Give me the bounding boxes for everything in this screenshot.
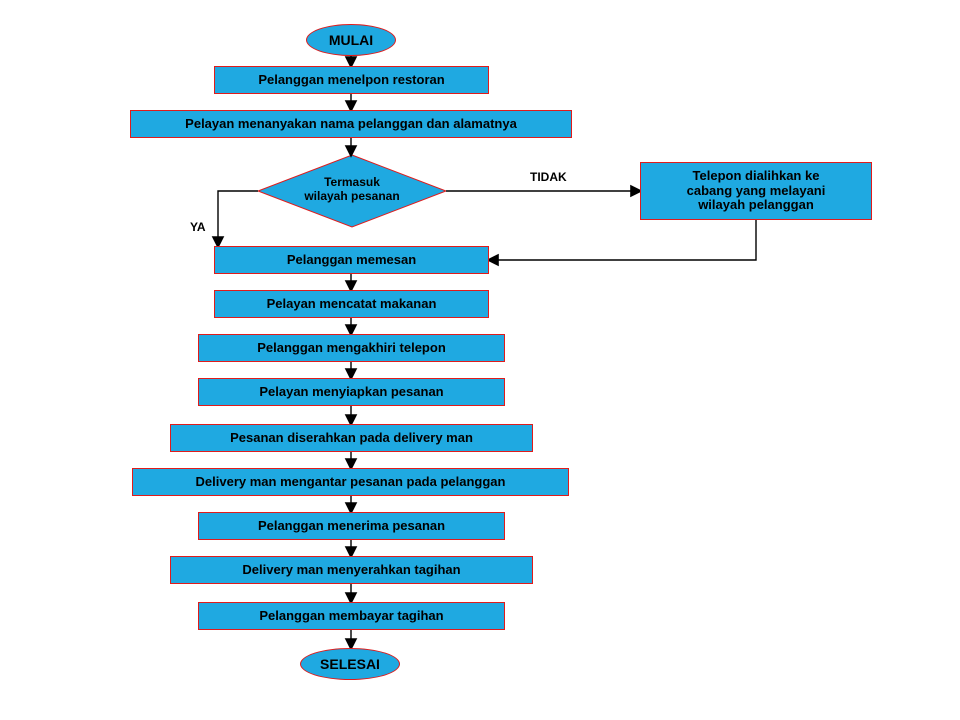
process-p11: Pelanggan membayar tagihan bbox=[198, 602, 505, 630]
process-p2: Pelayan menanyakan nama pelanggan dan al… bbox=[130, 110, 572, 138]
process-p9: Pelanggan menerima pesanan bbox=[198, 512, 505, 540]
process-p6: Pelayan menyiapkan pesanan bbox=[198, 378, 505, 406]
process-p5: Pelanggan mengakhiri telepon bbox=[198, 334, 505, 362]
process-p4: Pelayan mencatat makanan bbox=[214, 290, 489, 318]
process-p8: Delivery man mengantar pesanan pada pela… bbox=[132, 468, 569, 496]
process-alt: Telepon dialihkan kecabang yang melayani… bbox=[640, 162, 872, 220]
edge-label-ya: YA bbox=[190, 220, 206, 234]
terminal-start: MULAI bbox=[306, 24, 396, 56]
process-p3: Pelanggan memesan bbox=[214, 246, 489, 274]
terminal-end: SELESAI bbox=[300, 648, 400, 680]
process-p1: Pelanggan menelpon restoran bbox=[214, 66, 489, 94]
process-p7: Pesanan diserahkan pada delivery man bbox=[170, 424, 533, 452]
process-p10: Delivery man menyerahkan tagihan bbox=[170, 556, 533, 584]
edge-label-tidak: TIDAK bbox=[530, 170, 567, 184]
